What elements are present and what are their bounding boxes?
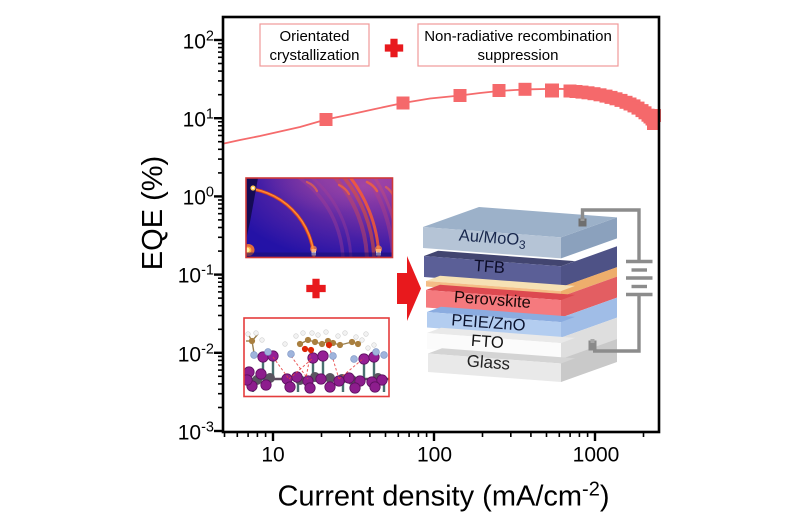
svg-text:Glass: Glass xyxy=(466,351,511,373)
svg-text:FTO: FTO xyxy=(470,332,504,352)
svg-text:100: 100 xyxy=(417,444,452,467)
svg-text:10-2: 10-2 xyxy=(178,342,214,367)
svg-text:PEIE/ZnO: PEIE/ZnO xyxy=(451,311,527,335)
svg-text:suppression: suppression xyxy=(478,47,559,64)
svg-text:Perovskite: Perovskite xyxy=(453,288,531,312)
svg-text:crystallization: crystallization xyxy=(269,47,359,64)
svg-text:Non-radiative recombination: Non-radiative recombination xyxy=(424,28,612,45)
svg-text:1000: 1000 xyxy=(573,444,620,467)
svg-text:10: 10 xyxy=(261,444,284,467)
svg-text:Orientated: Orientated xyxy=(279,28,349,45)
svg-text:EQE (%): EQE (%) xyxy=(137,156,169,270)
svg-text:Current density (mA/cm-2): Current density (mA/cm-2) xyxy=(277,479,609,513)
svg-text:10-1: 10-1 xyxy=(178,263,214,288)
svg-text:TFB: TFB xyxy=(473,257,505,277)
